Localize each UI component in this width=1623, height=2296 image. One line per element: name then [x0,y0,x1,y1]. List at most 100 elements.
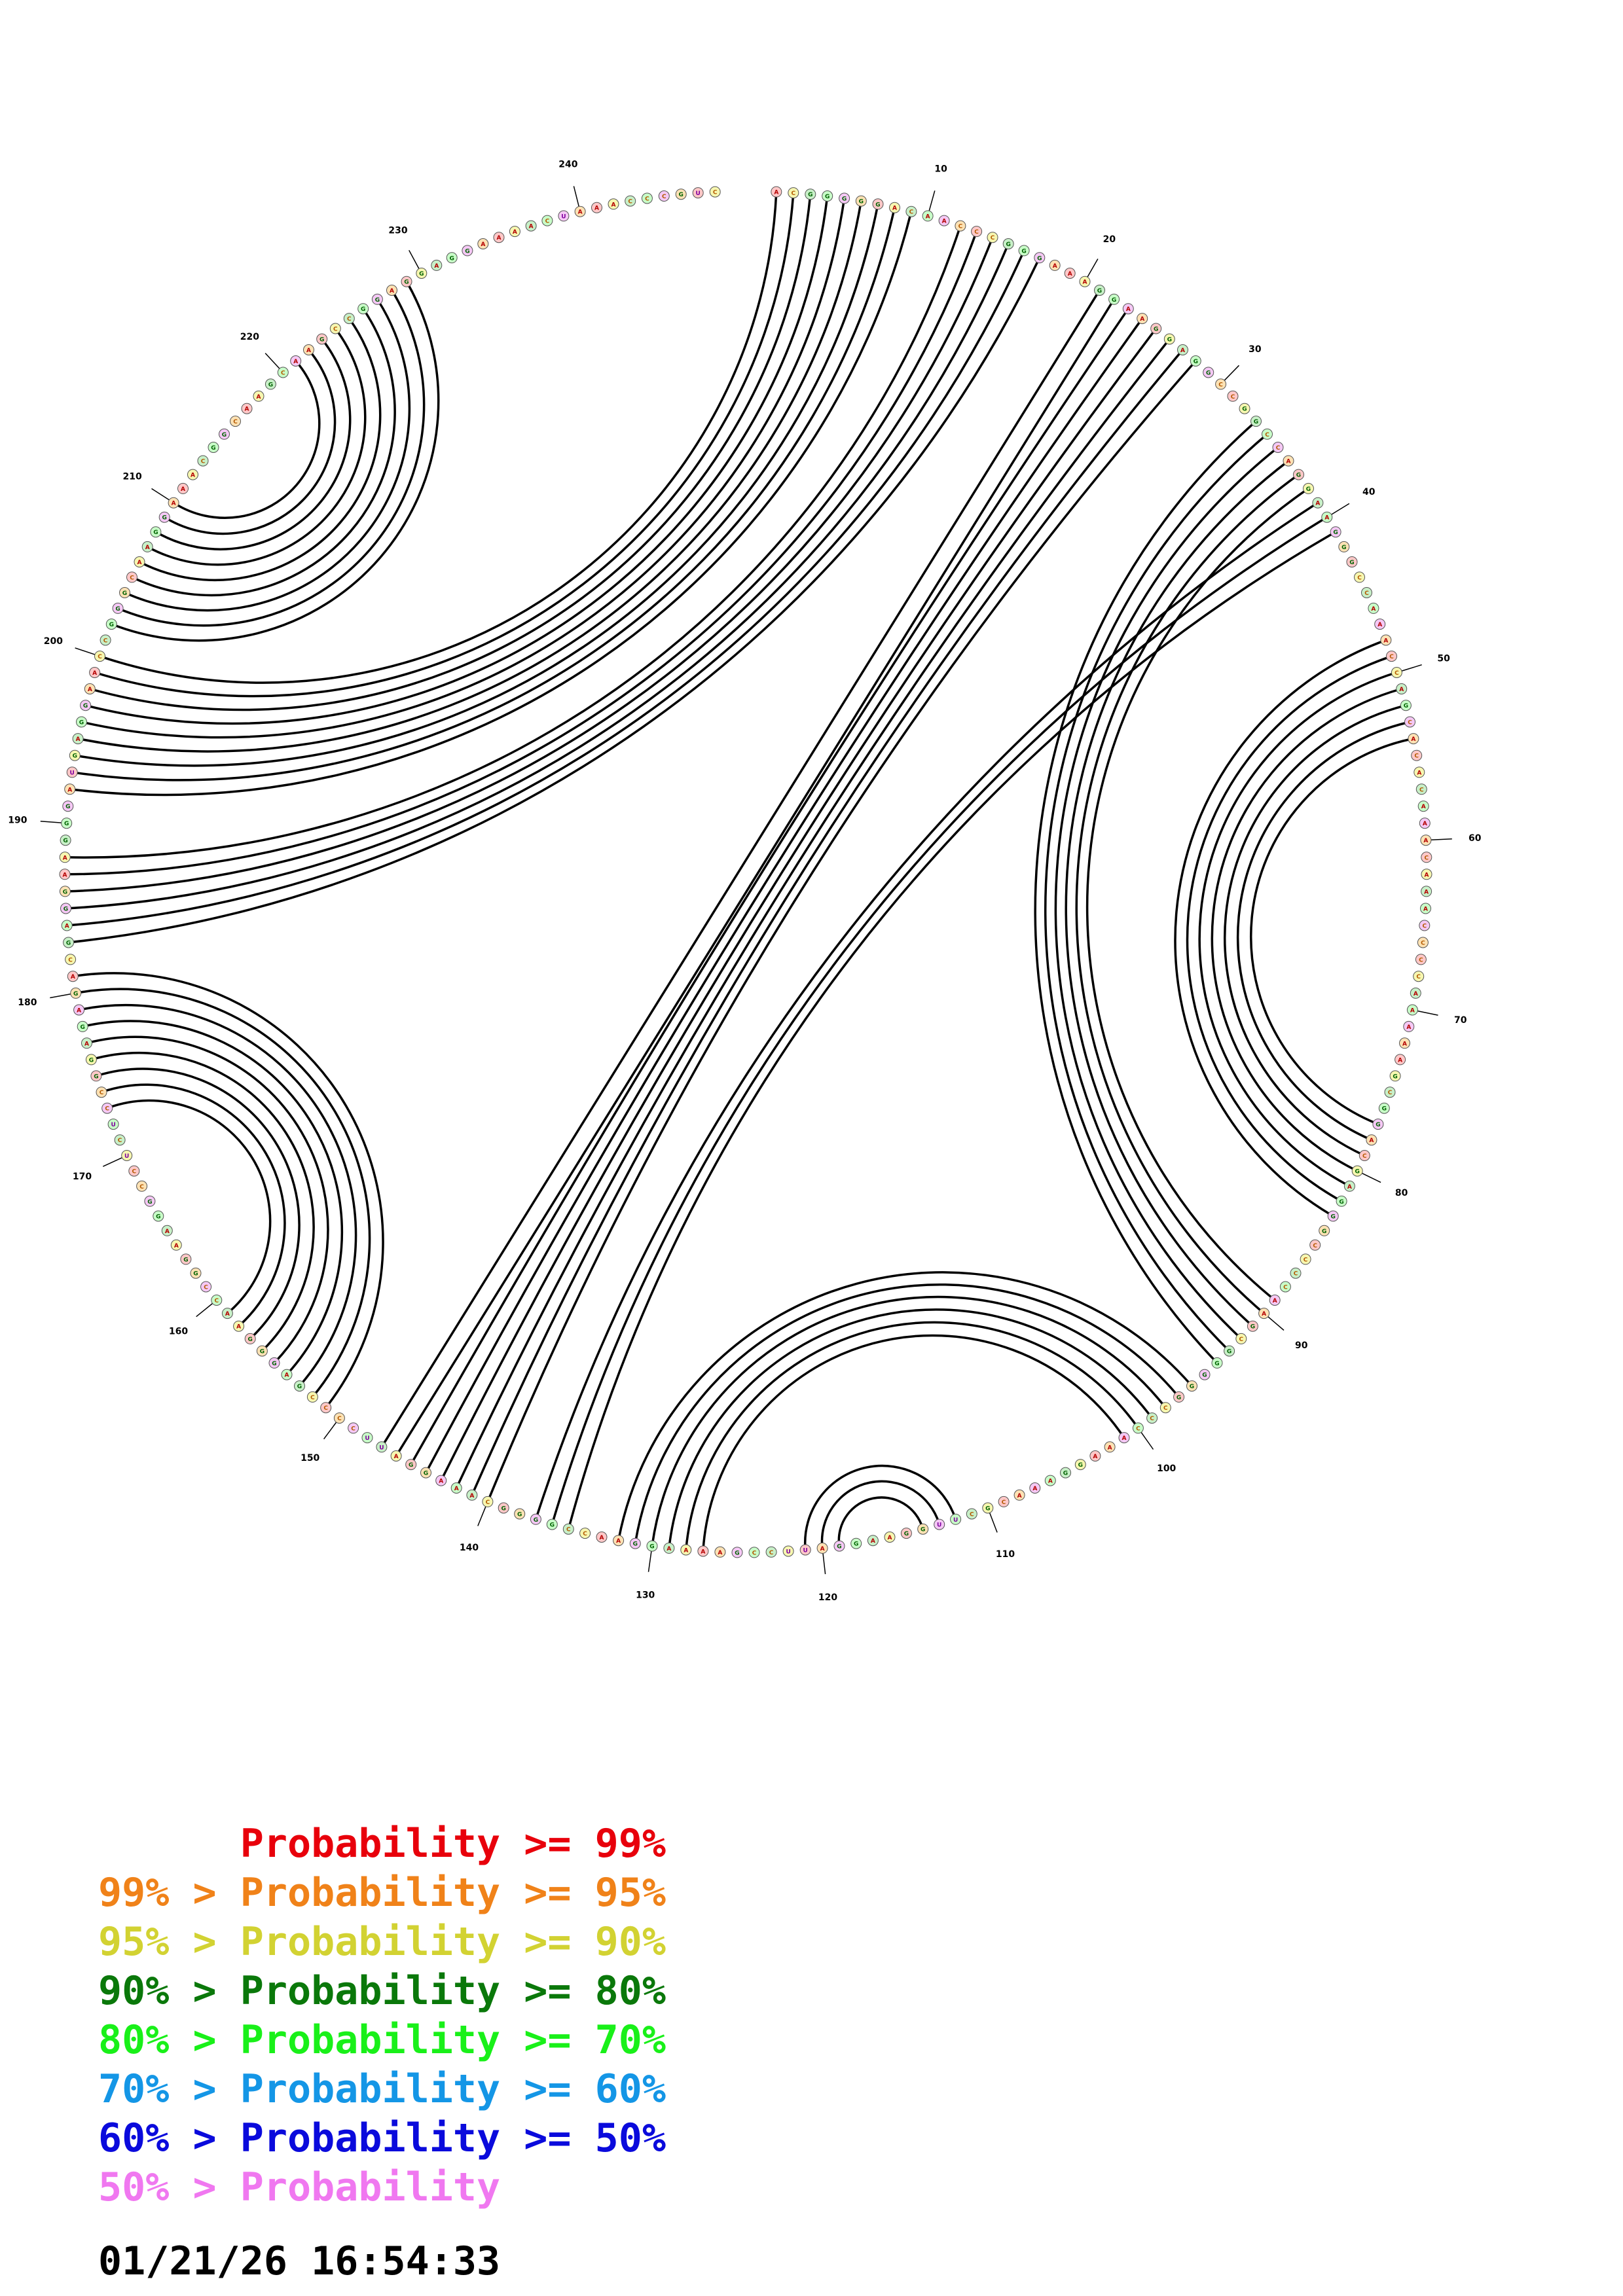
nucleotide-letter-224: C [333,327,338,333]
nucleotide-228 [386,285,397,296]
nucleotide-206 [134,556,145,567]
nucleotide-29 [1203,367,1214,378]
nucleotide-letter-169: C [132,1169,136,1175]
base-pair-arc-12-188 [66,226,961,859]
nucleotide-letter-54: A [1411,736,1415,743]
nucleotide-220 [277,367,289,378]
nucleotide-letter-61: C [1424,855,1429,861]
nucleotide-letter-244: C [645,196,649,203]
nucleotide-letter-80: G [1355,1169,1360,1175]
nucleotide-letter-196: G [79,720,84,726]
nucleotide-173 [101,1102,113,1114]
nucleotide-52 [1400,700,1412,711]
nucleotide-43 [1346,556,1358,567]
legend-entry: Probability >= 99% [98,1821,666,1867]
base-pair-arc-27-141 [471,350,1183,1495]
nucleotide-letter-58: A [1421,804,1426,810]
nucleotide-letter-129: A [666,1546,671,1552]
nucleotide-letter-151: C [323,1405,328,1412]
nucleotide-6 [855,195,867,207]
position-tick-170 [102,1157,122,1167]
nucleotide-112 [950,1513,962,1525]
nucleotide-letter-143: A [439,1479,443,1485]
nucleotide-letter-205: C [130,575,134,581]
nucleotide-letter-184: A [65,924,69,930]
nucleotide-letter-8: A [892,206,897,212]
nucleotide-200 [94,651,105,662]
base-pair-arc-203-228 [119,291,426,627]
position-label-60: 60 [1468,833,1482,844]
base-pair-arc-35-92 [1054,447,1278,1339]
position-label-190: 190 [8,815,27,825]
base-pair-arc-54-77 [1249,738,1413,1125]
base-pair-arc-21-147 [381,291,1100,1447]
nucleotide-142 [450,1482,462,1494]
nucleotide-47 [1374,619,1386,630]
base-pair-arc-52-79 [1224,704,1405,1157]
nucleotide-letter-2: C [791,190,795,197]
nucleotide-100 [1132,1422,1144,1434]
nucleotide-82 [1336,1195,1347,1207]
nucleotide-115 [900,1528,912,1539]
nucleotide-letter-121: U [803,1548,808,1554]
nucleotide-letter-171: C [118,1138,122,1144]
nucleotide-54 [1408,733,1419,745]
nucleotide-68 [1413,971,1425,982]
nucleotide-233 [462,245,473,257]
nucleotide-248 [709,186,721,198]
nucleotide-letter-179: A [77,1008,81,1014]
nucleotide-39 [1312,497,1324,509]
nucleotide-140 [482,1496,494,1507]
nucleotide-letter-106: A [1048,1479,1053,1485]
base-pair-arc-38-89 [1085,488,1308,1300]
nucleotide-letter-117: A [871,1538,875,1545]
nucleotide-letter-154: A [285,1372,289,1379]
nucleotide-letter-35: C [1276,445,1281,452]
nucleotide-122 [782,1545,794,1557]
nucleotide-letter-212: A [191,473,195,479]
position-label-180: 180 [18,997,37,1008]
position-tick-180 [50,994,71,999]
position-label-30: 30 [1249,344,1262,355]
base-pair-arc-4-197 [86,197,829,725]
nucleotide-letter-123: C [769,1550,774,1556]
nucleotide-letter-97: G [1176,1395,1181,1401]
base-pair-arc-40-136 [551,516,1326,1524]
nucleotide-227 [371,293,383,305]
position-tick-60 [1431,838,1452,841]
base-pair-arc-210-221 [173,361,321,520]
position-tick-70 [1417,1010,1438,1016]
nucleotide-23 [1122,303,1134,315]
position-label-230: 230 [388,226,407,236]
nucleotide-letter-60: A [1423,838,1428,844]
base-pair-arc-209-222 [165,350,337,535]
nucleotide-ring: A C G G G G G A C A A C C C G G G A A A G G A A G G A G G C C G G C C A G G A A… [59,186,1432,1558]
nucleotide-178 [77,1020,88,1032]
nucleotide-letter-246: G [679,192,684,198]
position-tick-110 [989,1513,998,1533]
nucleotide-184 [61,920,73,931]
nucleotide-98 [1159,1402,1171,1414]
nucleotide-letter-73: A [1398,1057,1402,1064]
base-pair-arc-22-146 [395,300,1114,1456]
nucleotide-8 [889,202,900,213]
nucleotide-66 [1417,937,1429,948]
base-pair-arc-53-78 [1236,721,1409,1141]
nucleotide-letter-206: A [137,560,142,566]
nucleotide-letter-237: A [529,224,534,230]
base-pair-arc-159-173 [108,1099,272,1314]
nucleotide-letter-90: A [1262,1311,1266,1318]
position-tick-130 [647,1551,652,1572]
base-pair-arc-7-194 [76,205,879,767]
nucleotide-letter-59: A [1423,821,1427,827]
nucleotide-letter-235: A [497,235,501,242]
base-pair-arc-5-196 [82,199,846,739]
nucleotide-113 [934,1518,945,1530]
nucleotide-111 [966,1508,977,1520]
circular-structure-diagram: 10 20 30 40 50 60 70 80 90 100 110 120 130 140 150 160 1… [8,160,1482,1603]
nucleotide-32 [1239,403,1250,414]
base-pair-arcs [65,193,1413,1551]
nucleotide-letter-150: C [337,1416,342,1422]
nucleotide-letter-70: A [1410,1008,1415,1014]
nucleotide-202 [105,619,117,630]
